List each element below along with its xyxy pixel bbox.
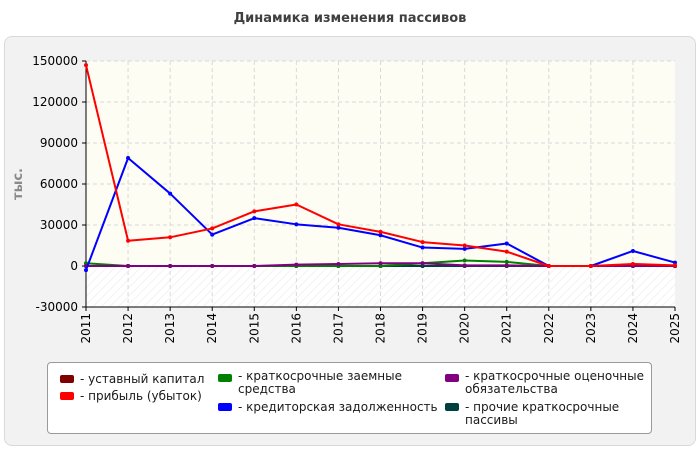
legend-label: - прибыль (убыток) bbox=[80, 389, 202, 403]
data-point bbox=[588, 264, 593, 268]
data-point bbox=[378, 261, 383, 266]
y-tick-label: 150000 bbox=[32, 54, 78, 68]
legend-label: - краткосрочные оценочные обязательства bbox=[465, 369, 644, 396]
data-point bbox=[504, 241, 509, 246]
data-point bbox=[378, 233, 383, 238]
legend-swatch bbox=[445, 374, 459, 382]
data-point bbox=[336, 261, 341, 266]
x-tick-label: 2015 bbox=[247, 313, 261, 344]
data-point bbox=[84, 261, 88, 266]
data-point bbox=[210, 232, 215, 237]
data-point bbox=[252, 216, 257, 221]
data-point bbox=[504, 259, 509, 264]
data-point bbox=[168, 264, 173, 268]
data-point bbox=[126, 156, 131, 161]
legend-swatch bbox=[60, 392, 74, 400]
y-tick-label: 90000 bbox=[40, 136, 78, 150]
chart-title: Динамика изменения пассивов bbox=[233, 11, 467, 26]
legend-swatch bbox=[60, 375, 74, 383]
x-tick-label: 2012 bbox=[121, 313, 135, 344]
x-tick-label: 2011 bbox=[79, 313, 93, 344]
data-point bbox=[252, 264, 257, 268]
x-tick-label: 2021 bbox=[500, 313, 514, 344]
data-point bbox=[294, 202, 299, 207]
x-tick-label: 2019 bbox=[416, 313, 430, 344]
data-point bbox=[294, 262, 299, 267]
y-tick-label: 120000 bbox=[32, 95, 78, 109]
legend-label: - краткосрочные заемные средства bbox=[238, 369, 402, 396]
data-point bbox=[210, 264, 215, 268]
y-tick-label: -30000 bbox=[35, 300, 78, 314]
legend-label: - прочие краткосрочные пассивы bbox=[465, 400, 620, 427]
x-tick-label: 2017 bbox=[331, 313, 345, 344]
x-tick-label: 2020 bbox=[458, 313, 472, 344]
data-point bbox=[673, 260, 677, 265]
legend: - уставный капитал - прибыль (убыток) - … bbox=[47, 362, 652, 434]
data-point bbox=[420, 261, 425, 266]
data-point bbox=[126, 238, 131, 243]
legend-label: - кредиторская задолженность bbox=[238, 400, 438, 414]
x-tick-label: 2016 bbox=[289, 313, 303, 344]
data-point bbox=[420, 240, 425, 245]
data-point bbox=[210, 226, 215, 231]
data-point bbox=[420, 264, 425, 268]
data-point bbox=[546, 264, 551, 268]
data-point bbox=[336, 225, 341, 230]
x-tick-label: 2014 bbox=[205, 313, 219, 344]
legend-swatch bbox=[218, 374, 232, 382]
data-point bbox=[462, 246, 467, 251]
data-point bbox=[378, 264, 383, 268]
data-point bbox=[504, 263, 509, 268]
y-tick-label: 30000 bbox=[40, 218, 78, 232]
data-point bbox=[504, 249, 509, 254]
y-axis-label: тыс. bbox=[11, 168, 26, 200]
data-point bbox=[462, 258, 467, 263]
x-tick-label: 2018 bbox=[374, 313, 388, 344]
data-point bbox=[462, 263, 467, 268]
data-point bbox=[630, 248, 635, 253]
x-tick-label: 2025 bbox=[668, 313, 682, 344]
legend-label: - уставный капитал bbox=[80, 372, 205, 386]
data-point bbox=[168, 235, 173, 240]
legend-swatch bbox=[445, 403, 459, 411]
legend-swatch bbox=[218, 403, 232, 411]
y-tick-label: 60000 bbox=[40, 177, 78, 191]
data-point bbox=[84, 63, 88, 68]
data-point bbox=[84, 268, 88, 273]
x-tick-label: 2022 bbox=[542, 313, 556, 344]
data-point bbox=[252, 209, 257, 214]
data-point bbox=[168, 191, 173, 196]
x-tick-label: 2013 bbox=[163, 313, 177, 344]
data-point bbox=[630, 261, 635, 266]
data-point bbox=[462, 243, 467, 248]
y-tick-label: 0 bbox=[70, 259, 78, 273]
data-point bbox=[336, 222, 341, 227]
data-point bbox=[126, 264, 131, 268]
x-tick-label: 2024 bbox=[626, 313, 640, 344]
data-point bbox=[294, 222, 299, 227]
data-point bbox=[420, 245, 425, 250]
data-point bbox=[378, 229, 383, 234]
x-tick-label: 2023 bbox=[584, 313, 598, 344]
data-point bbox=[673, 263, 677, 268]
